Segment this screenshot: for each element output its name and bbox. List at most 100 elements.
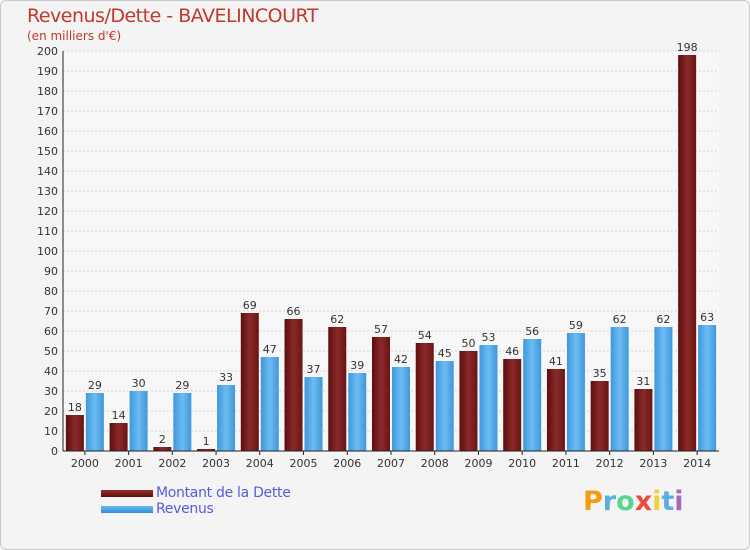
data-label-revenus: 37 (307, 363, 321, 376)
bar-dette (65, 415, 84, 451)
data-label-revenus: 30 (132, 377, 146, 390)
y-tick-label: 200 (37, 45, 58, 58)
y-tick-label: 170 (37, 105, 58, 118)
data-label-revenus: 29 (88, 379, 102, 392)
x-tick-label: 2012 (596, 457, 624, 470)
data-label-revenus: 29 (175, 379, 189, 392)
data-label-revenus: 39 (350, 359, 364, 372)
bar-dette (109, 423, 128, 451)
chart-title: Revenus/Dette - BAVELINCOURT (27, 5, 318, 27)
data-label-dette: 2 (159, 433, 166, 446)
bar-revenus (217, 385, 236, 451)
bar-dette (328, 327, 347, 451)
data-label-revenus: 33 (219, 371, 233, 384)
bar-revenus (85, 393, 104, 451)
bar-revenus (523, 339, 542, 451)
data-label-dette: 50 (461, 337, 475, 350)
bar-dette (197, 449, 216, 451)
data-label-dette: 62 (330, 313, 344, 326)
bar-revenus (479, 345, 498, 451)
bar-revenus (129, 391, 148, 451)
bar-revenus (304, 377, 323, 451)
y-tick-label: 50 (44, 345, 58, 358)
x-tick-label: 2011 (552, 457, 580, 470)
proxiti-logo: Proxiti (583, 486, 684, 517)
data-label-dette: 46 (505, 345, 519, 358)
bar-dette (240, 313, 259, 451)
bar-revenus (392, 367, 410, 451)
data-label-revenus: 59 (569, 319, 583, 332)
x-tick-label: 2013 (639, 457, 667, 470)
y-tick-label: 180 (37, 85, 58, 98)
y-tick-label: 80 (44, 285, 58, 298)
data-label-revenus: 62 (656, 313, 670, 326)
data-label-dette: 35 (593, 367, 607, 380)
x-tick-label: 2003 (202, 457, 230, 470)
data-label-revenus: 45 (438, 347, 452, 360)
bar-revenus (698, 325, 717, 451)
y-tick-label: 150 (37, 145, 58, 158)
bar-dette (415, 343, 434, 451)
data-label-dette: 57 (374, 323, 388, 336)
data-label-dette: 69 (243, 299, 257, 312)
x-tick-label: 2010 (508, 457, 536, 470)
y-tick-label: 30 (44, 385, 58, 398)
data-label-dette: 66 (287, 305, 301, 318)
x-tick-label: 2008 (421, 457, 449, 470)
x-tick-label: 2002 (158, 457, 186, 470)
bar-dette (459, 351, 478, 451)
y-tick-label: 190 (37, 65, 58, 78)
bar-revenus (654, 327, 673, 451)
y-tick-label: 10 (44, 425, 58, 438)
y-tick-label: 40 (44, 365, 58, 378)
y-tick-label: 60 (44, 325, 58, 338)
y-tick-label: 140 (37, 165, 58, 178)
chart-subtitle: (en milliers d'€) (27, 29, 122, 43)
x-tick-label: 2000 (71, 457, 99, 470)
data-label-dette: 198 (677, 41, 698, 54)
legend-swatch-revenus (101, 506, 153, 513)
data-label-revenus: 56 (525, 325, 539, 338)
x-tick-label: 2006 (333, 457, 361, 470)
y-tick-label: 20 (44, 405, 58, 418)
x-tick-label: 2014 (683, 457, 711, 470)
bar-revenus (260, 357, 279, 451)
data-label-dette: 18 (68, 401, 82, 414)
y-tick-label: 160 (37, 125, 58, 138)
bar-dette (546, 369, 565, 451)
bar-revenus (435, 361, 454, 451)
bar-revenus (566, 333, 585, 451)
data-label-dette: 1 (203, 435, 210, 448)
bar-dette (503, 359, 522, 451)
legend-swatch-dette (101, 490, 153, 497)
data-label-revenus: 53 (481, 331, 495, 344)
bar-revenus (173, 393, 192, 451)
y-tick-label: 0 (51, 445, 58, 458)
y-tick-label: 120 (37, 205, 58, 218)
data-label-revenus: 42 (394, 353, 408, 366)
x-tick-label: 2007 (377, 457, 405, 470)
data-label-revenus: 47 (263, 343, 277, 356)
bar-dette (153, 447, 172, 451)
data-label-revenus: 63 (700, 311, 714, 324)
data-label-dette: 14 (112, 409, 126, 422)
x-tick-label: 2005 (290, 457, 318, 470)
y-tick-label: 90 (44, 265, 58, 278)
legend-label-dette: Montant de la Dette (156, 485, 291, 501)
x-tick-label: 2004 (246, 457, 274, 470)
bar-revenus (610, 327, 629, 451)
bar-dette (590, 381, 609, 451)
bar-dette (284, 319, 303, 451)
bar-revenus (348, 373, 367, 451)
y-tick-label: 100 (37, 245, 58, 258)
bar-dette (678, 55, 697, 451)
bar-dette (372, 337, 390, 451)
data-label-dette: 31 (636, 375, 650, 388)
data-label-revenus: 62 (613, 313, 627, 326)
bar-dette (634, 389, 653, 451)
x-tick-label: 2009 (464, 457, 492, 470)
legend-label-revenus: Revenus (156, 501, 214, 517)
data-label-dette: 54 (418, 329, 432, 342)
